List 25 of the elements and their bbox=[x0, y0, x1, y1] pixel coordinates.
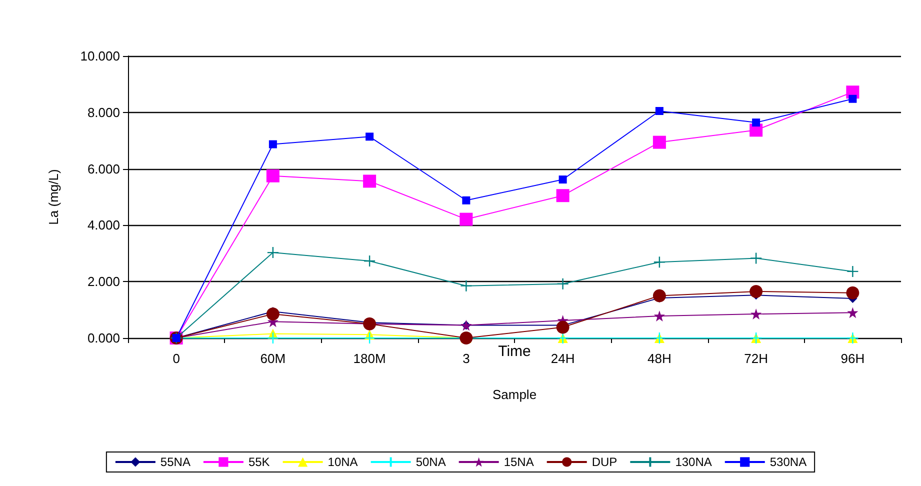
legend-label: 530NA bbox=[770, 455, 807, 469]
x-tick-label: 96H bbox=[840, 351, 865, 366]
x-tick-label: 0 bbox=[172, 351, 180, 366]
y-axis-title: La (mg/L) bbox=[46, 169, 61, 225]
x-tick-label: 60M bbox=[260, 351, 286, 366]
y-tick-label: 2.000 bbox=[87, 274, 120, 290]
legend-label: 10NA bbox=[328, 455, 358, 469]
x-tick-label: 180M bbox=[353, 351, 386, 366]
legend-label: 55K bbox=[248, 455, 270, 469]
x-tick-label: 3 bbox=[462, 351, 470, 366]
legend-label: 55NA bbox=[160, 455, 190, 469]
legend-label: DUP bbox=[592, 455, 618, 469]
y-tick-label: 4.000 bbox=[87, 218, 120, 233]
legend-label: 130NA bbox=[675, 455, 712, 469]
x-tick-label: 48H bbox=[648, 351, 672, 366]
x-tick-label: 24H bbox=[550, 351, 575, 366]
y-tick-label: 10.000 bbox=[80, 48, 120, 64]
text: Time bbox=[498, 343, 531, 360]
legend-label: 50NA bbox=[416, 455, 446, 469]
y-tick-label: 0.000 bbox=[87, 330, 120, 346]
y-tick-label: 8.000 bbox=[87, 104, 120, 120]
x-tick-label: 72H bbox=[744, 351, 768, 366]
legend-label: 15NA bbox=[504, 455, 534, 469]
y-tick-label: 6.000 bbox=[87, 161, 120, 176]
x-axis-title: Sample bbox=[492, 387, 537, 402]
